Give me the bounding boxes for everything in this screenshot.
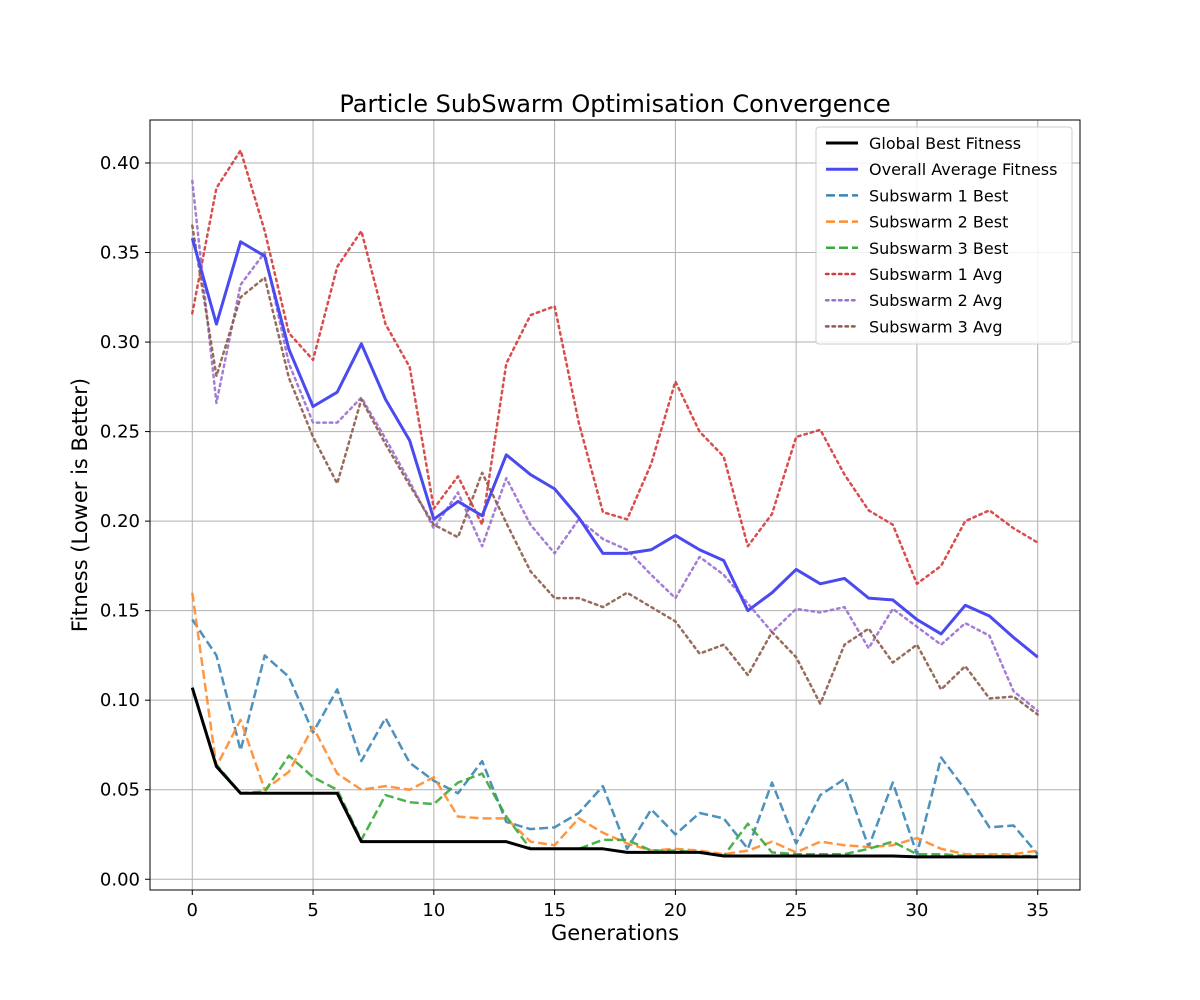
x-tick-label: 5	[307, 900, 318, 921]
y-tick-label: 0.30	[100, 332, 140, 353]
plot-frame	[149, 119, 1081, 891]
y-tick-label: 0.25	[100, 422, 140, 443]
series-line-subswarm-3-avg	[191, 224, 1039, 716]
legend-label: Global Best Fitness	[869, 134, 1021, 153]
y-tick-label: 0.40	[100, 153, 140, 174]
x-tick-label: 0	[187, 900, 198, 921]
x-axis-label: Generations	[551, 921, 679, 945]
y-tick-label: 0.20	[100, 511, 140, 532]
legend-label: Subswarm 1 Avg	[869, 265, 1003, 284]
series-line-subswarm-1-best	[191, 618, 1039, 856]
x-tick-label: 30	[905, 900, 928, 921]
plot-lines	[190, 149, 1039, 859]
legend-label: Subswarm 2 Best	[869, 213, 1008, 232]
axis-ticks: 0 5 10 15 20 25 30 35 0.00 0.05 0.10 0.15 0.20 0.25 0.…	[100, 153, 1049, 921]
series-line-subswarm-3-best	[191, 687, 1038, 858]
y-tick-label: 0.10	[100, 690, 140, 711]
chart-title: Particle SubSwarm Optimisation Convergen…	[339, 90, 890, 118]
x-tick-label: 35	[1026, 900, 1049, 921]
legend-label: Subswarm 2 Avg	[869, 291, 1003, 310]
legend-label: Subswarm 3 Best	[869, 239, 1008, 258]
y-tick-label: 0.35	[100, 243, 140, 264]
series-line-subswarm-1-avg	[191, 149, 1039, 586]
legend-box	[815, 126, 1073, 345]
series-line-subswarm-2-avg	[191, 179, 1039, 713]
legend: Global Best Fitness Overall Average Fitne…	[815, 126, 1073, 345]
y-tick-label: 0.15	[100, 601, 140, 622]
y-tick-label: 0.05	[100, 780, 140, 801]
y-axis-label: Fitness (Lower is Better)	[68, 378, 92, 632]
x-tick-label: 10	[422, 900, 445, 921]
x-tick-label: 15	[543, 900, 566, 921]
legend-label: Subswarm 1 Best	[869, 186, 1008, 205]
x-tick-label: 20	[664, 900, 687, 921]
legend-label: Overall Average Fitness	[869, 160, 1057, 179]
legend-label: Subswarm 3 Avg	[869, 317, 1003, 336]
series-line-global-best-fitness	[190, 687, 1038, 859]
series-line-overall-average-fitness	[190, 237, 1039, 659]
x-tick-label: 25	[785, 900, 808, 921]
y-tick-label: 0.00	[100, 869, 140, 890]
